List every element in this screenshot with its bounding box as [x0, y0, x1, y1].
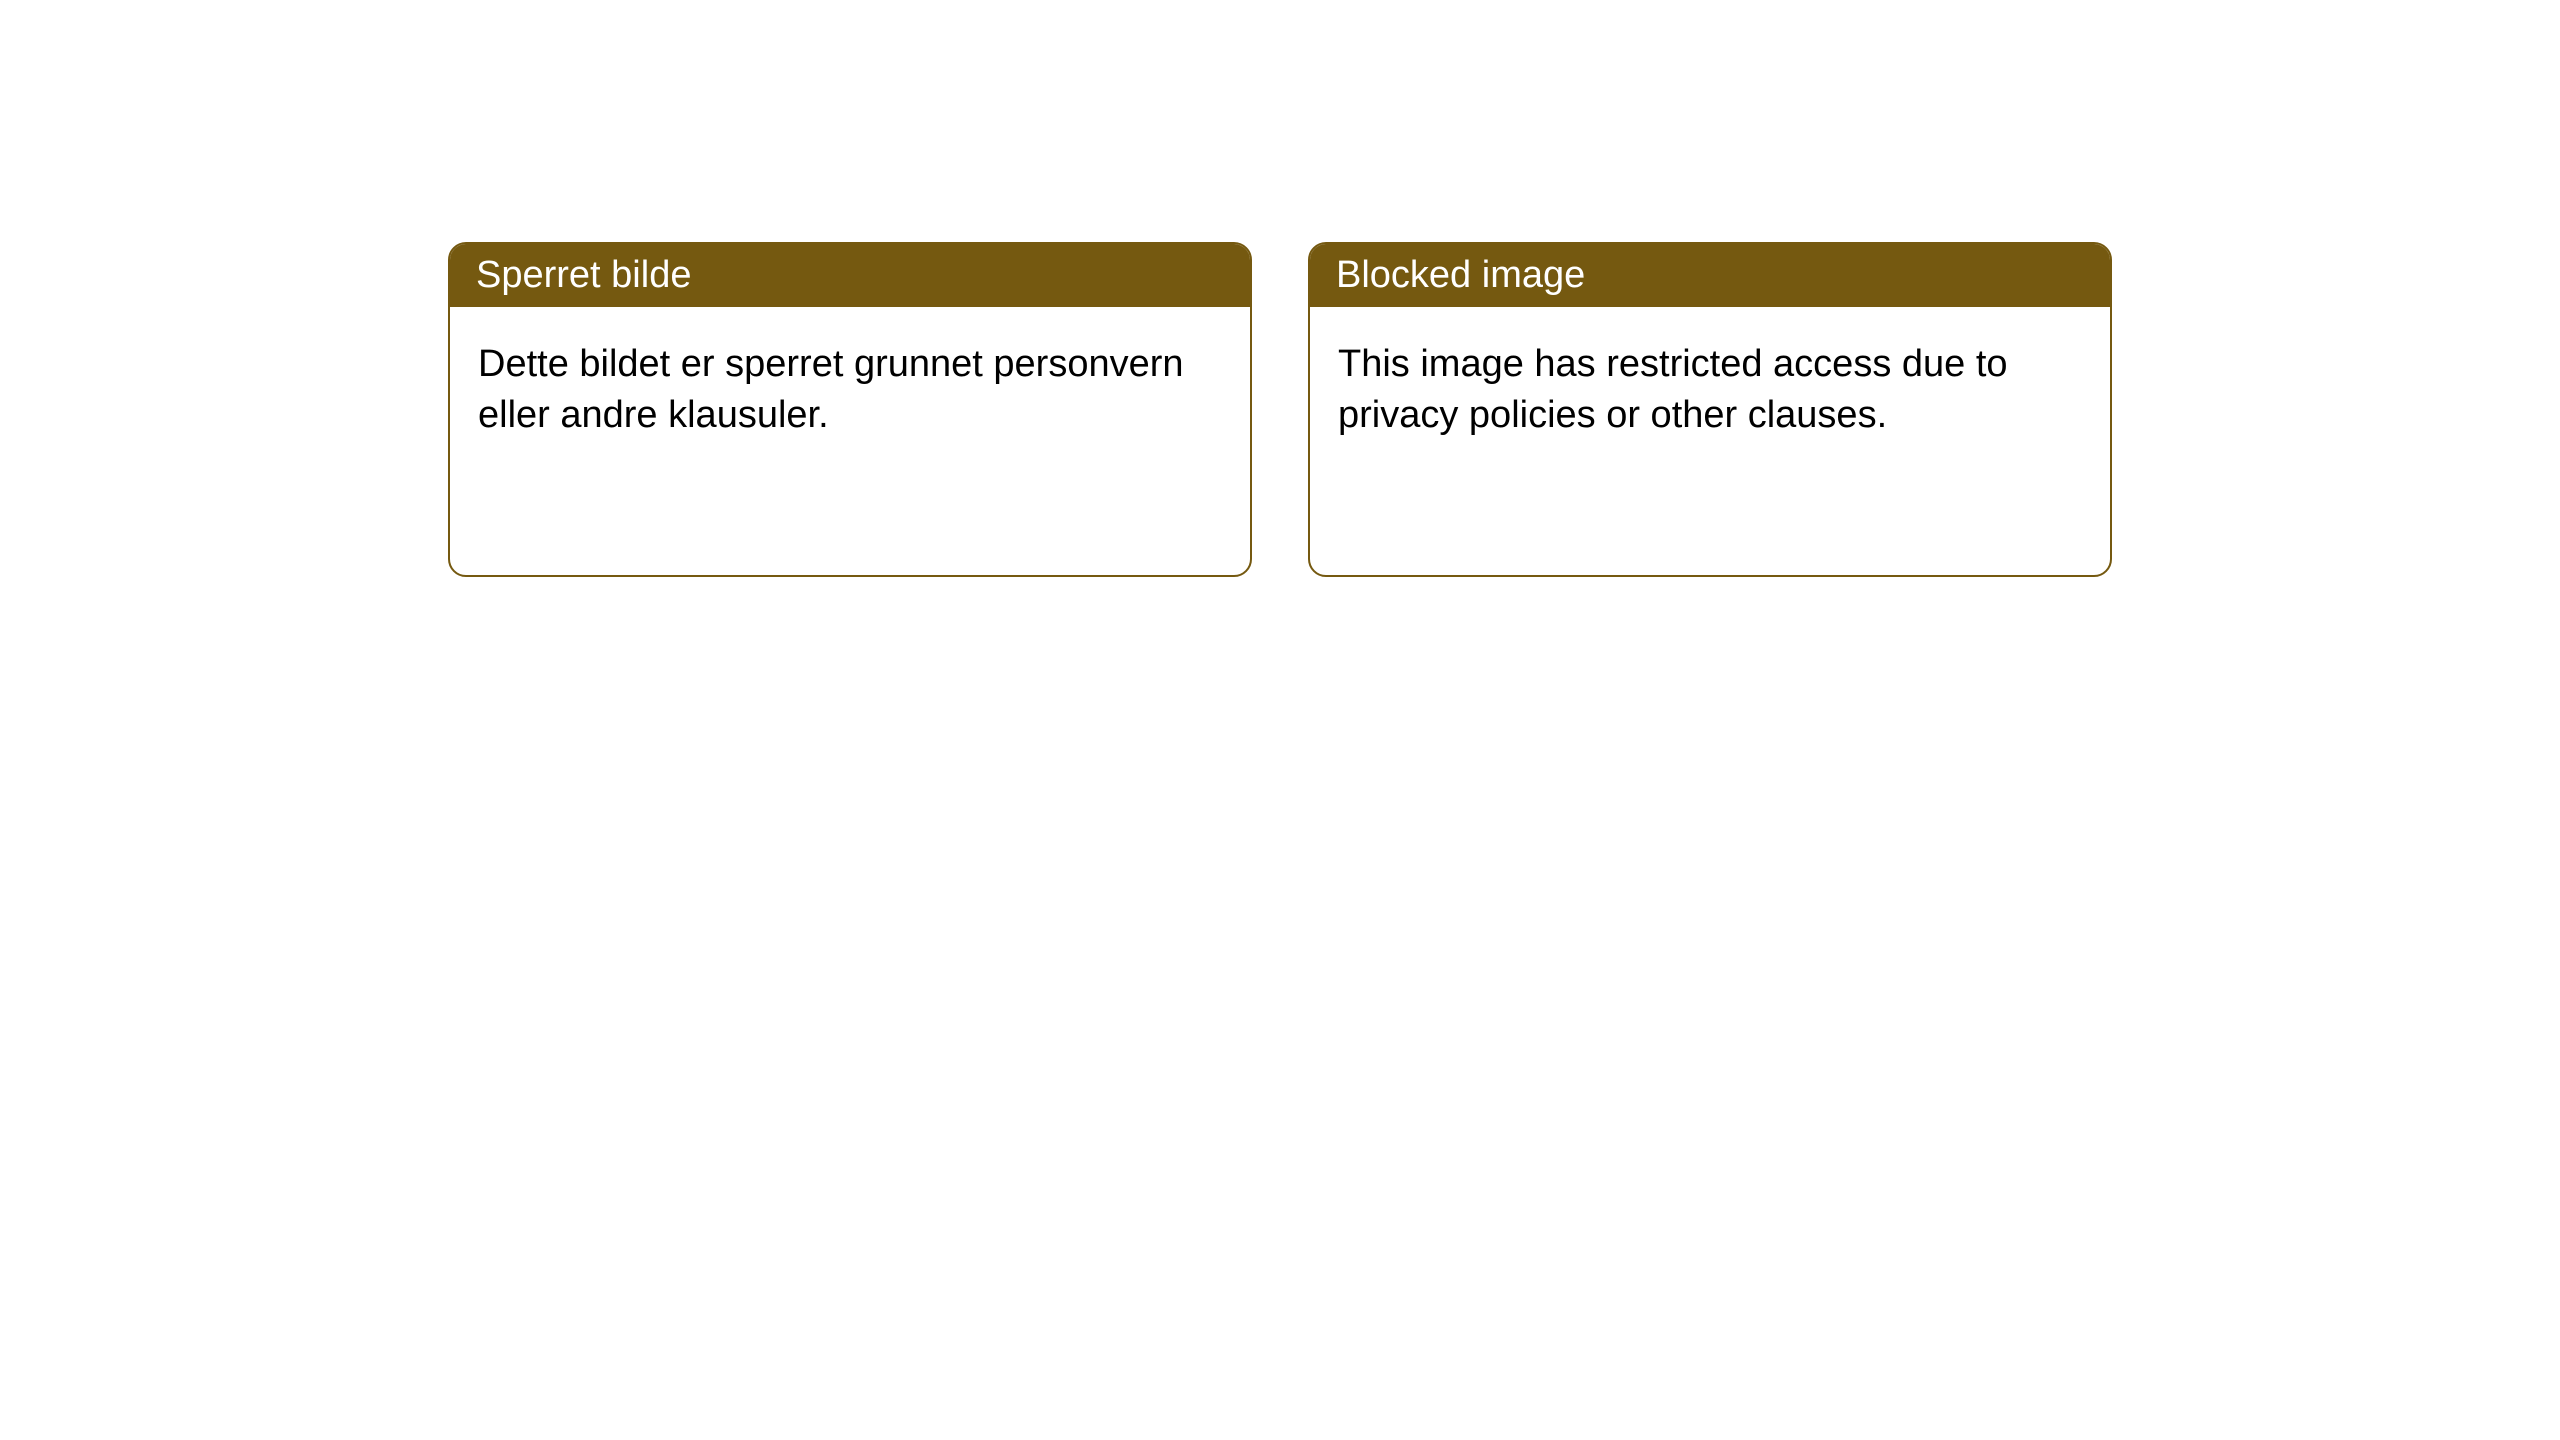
card-body: Dette bildet er sperret grunnet personve… — [450, 307, 1250, 474]
card-body: This image has restricted access due to … — [1310, 307, 2110, 474]
card-body-text: This image has restricted access due to … — [1338, 343, 2008, 436]
card-header: Sperret bilde — [450, 244, 1250, 307]
card-body-text: Dette bildet er sperret grunnet personve… — [478, 343, 1184, 436]
card-title: Sperret bilde — [476, 254, 691, 296]
notice-card-english: Blocked image This image has restricted … — [1308, 242, 2112, 577]
notice-card-container: Sperret bilde Dette bildet er sperret gr… — [448, 242, 2112, 577]
notice-card-norwegian: Sperret bilde Dette bildet er sperret gr… — [448, 242, 1252, 577]
card-title: Blocked image — [1336, 254, 1585, 296]
card-header: Blocked image — [1310, 244, 2110, 307]
